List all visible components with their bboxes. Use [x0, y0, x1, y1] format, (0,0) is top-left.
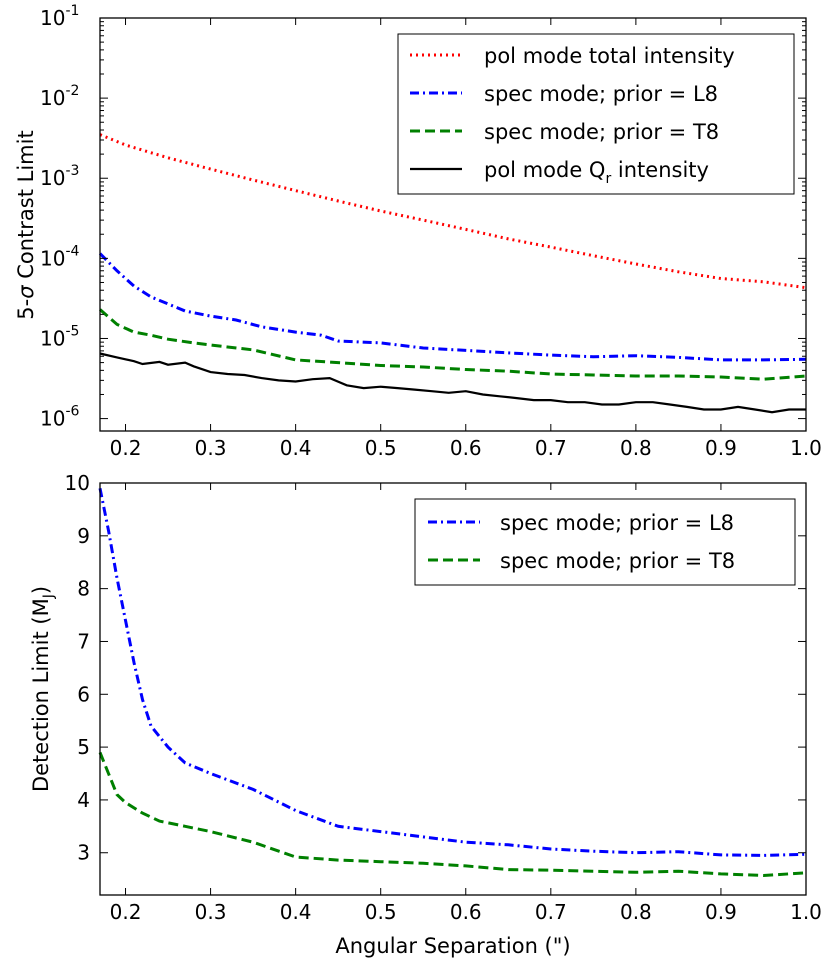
bottom-legend-label-spec-mode-prior-t8: spec mode; prior = T8	[500, 549, 735, 573]
top-x-tick-label: 0.5	[365, 436, 397, 460]
top-y-tick-label: 10-2	[40, 83, 79, 110]
bottom-y-axis-label-close: )	[29, 586, 53, 594]
top-series-spec-mode-prior-l8	[98, 252, 807, 362]
bottom-series-spec-mode-prior-l8	[98, 488, 807, 857]
bottom-y-axis-label-main: Detection Limit (M	[29, 598, 53, 792]
bottom-y-tick-label: 3	[77, 841, 90, 865]
top-x-tick-label: 0.8	[620, 436, 652, 460]
bottom-y-tick-label: 6	[77, 682, 90, 706]
bottom-x-tick-label: 0.4	[280, 900, 312, 924]
top-y-tick-exp: -5	[65, 323, 79, 339]
bottom-x-tick-label: 0.8	[620, 900, 652, 924]
bottom-y-tick-label: 7	[77, 629, 90, 653]
bottom-x-tick-label: 0.3	[195, 900, 227, 924]
top-y-tick-exp: -4	[65, 243, 79, 259]
bottom-y-tick-label: 8	[77, 577, 90, 601]
contrast-limit-panel: 0.2 0.3 0.4 0.5 0.6 0.7 0.8 0.9 1.010-110-210-31…	[14, 3, 822, 460]
top-x-tick-label: 0.3	[195, 436, 227, 460]
legend-label-main: pol mode Q	[484, 158, 605, 182]
bottom-x-axis-label: Angular Separation (")	[335, 934, 570, 958]
bottom-series-spec-mode-prior-t8	[98, 751, 807, 878]
bottom-legend: spec mode; prior = L8 spec mode; prior = …	[414, 498, 796, 586]
bottom-legend-label-spec-mode-prior-l8: spec mode; prior = L8	[500, 511, 734, 535]
top-series-group	[98, 133, 807, 414]
top-legend-label-spec-mode-prior-l8: spec mode; prior = L8	[484, 82, 718, 106]
detection-limit-panel: 0.2 0.3 0.4 0.5 0.6 0.7 0.8 0.9 1.0 3 4 5 6 7 8 9 10 Det…	[29, 471, 822, 958]
top-y-tick-base: 10	[40, 86, 65, 110]
bottom-y-axis-label-sub: J	[41, 594, 57, 599]
top-y-tick-base: 10	[40, 166, 65, 190]
bottom-y-tick-label: 9	[77, 524, 90, 548]
top-legend-label-pol-mode-q-r-intensity: pol mode Qr intensity	[484, 158, 709, 187]
top-y-tick-exp: -6	[65, 404, 79, 420]
top-x-tick-label: 1.0	[790, 436, 822, 460]
top-ticks-group: 0.2 0.3 0.4 0.5 0.6 0.7 0.8 0.9 1.010-110-210-31…	[40, 3, 822, 460]
top-y-axis-label-suffix: Contrast Limit	[14, 130, 38, 285]
top-x-tick-label: 0.7	[535, 436, 567, 460]
bottom-x-tick-label: 0.7	[535, 900, 567, 924]
bottom-ticks-group: 0.2 0.3 0.4 0.5 0.6 0.7 0.8 0.9 1.0 3 4 5 6 7 8 9 10	[65, 471, 822, 924]
bottom-x-tick-label: 1.0	[790, 900, 822, 924]
top-plot-frame	[99, 17, 807, 432]
top-y-axis-label-prefix: 5-	[14, 299, 38, 320]
top-y-axis-label: 5-σ Contrast Limit	[14, 130, 38, 319]
top-y-tick-exp: -3	[65, 163, 79, 179]
top-y-tick-label: 10-4	[40, 243, 80, 270]
top-y-tick-base: 10	[40, 407, 65, 431]
top-legend-label-pol-mode-total-intensity: pol mode total intensity	[484, 44, 735, 68]
bottom-x-tick-label: 0.5	[365, 900, 397, 924]
bottom-y-axis-label: Detection Limit (MJ)	[29, 586, 57, 792]
top-y-tick-label: 10-6	[40, 404, 80, 431]
bottom-plot-frame	[99, 482, 807, 896]
top-y-axis-label-sigma: σ	[14, 285, 38, 299]
bottom-y-tick-label: 4	[77, 788, 90, 812]
top-series-spec-mode-prior-t8	[99, 308, 807, 381]
legend-label-sub: r	[605, 171, 611, 187]
top-y-tick-label: 10-5	[40, 323, 79, 350]
top-x-tick-label: 0.4	[280, 436, 312, 460]
top-x-tick-label: 0.2	[110, 436, 142, 460]
bottom-y-tick-label: 10	[65, 471, 90, 495]
bottom-y-tick-label: 5	[77, 735, 90, 759]
top-y-tick-exp: -2	[65, 83, 79, 99]
bottom-x-tick-label: 0.9	[705, 900, 737, 924]
legend-label-rest: intensity	[611, 158, 709, 182]
bottom-x-tick-label: 0.6	[450, 900, 482, 924]
top-y-tick-exp: -1	[65, 3, 79, 19]
top-x-tick-label: 0.6	[450, 436, 482, 460]
top-y-tick-label: 10-1	[40, 3, 79, 30]
bottom-x-tick-label: 0.2	[110, 900, 142, 924]
top-legend-label-spec-mode-prior-t8: spec mode; prior = T8	[484, 120, 719, 144]
top-series-pol-mode-q-r-intensity	[99, 352, 806, 414]
top-y-tick-label: 10-3	[40, 163, 79, 190]
top-legend: pol mode total intensity spec mode; prior…	[397, 33, 795, 195]
top-series-pol-mode-total-intensity	[99, 133, 807, 290]
top-legend-frame	[397, 33, 795, 195]
top-y-tick-base: 10	[40, 246, 65, 270]
bottom-series-group	[98, 488, 807, 878]
top-x-tick-label: 0.9	[705, 436, 737, 460]
top-y-tick-base: 10	[40, 326, 65, 350]
top-y-tick-base: 10	[40, 6, 65, 30]
bottom-legend-frame	[414, 498, 796, 586]
